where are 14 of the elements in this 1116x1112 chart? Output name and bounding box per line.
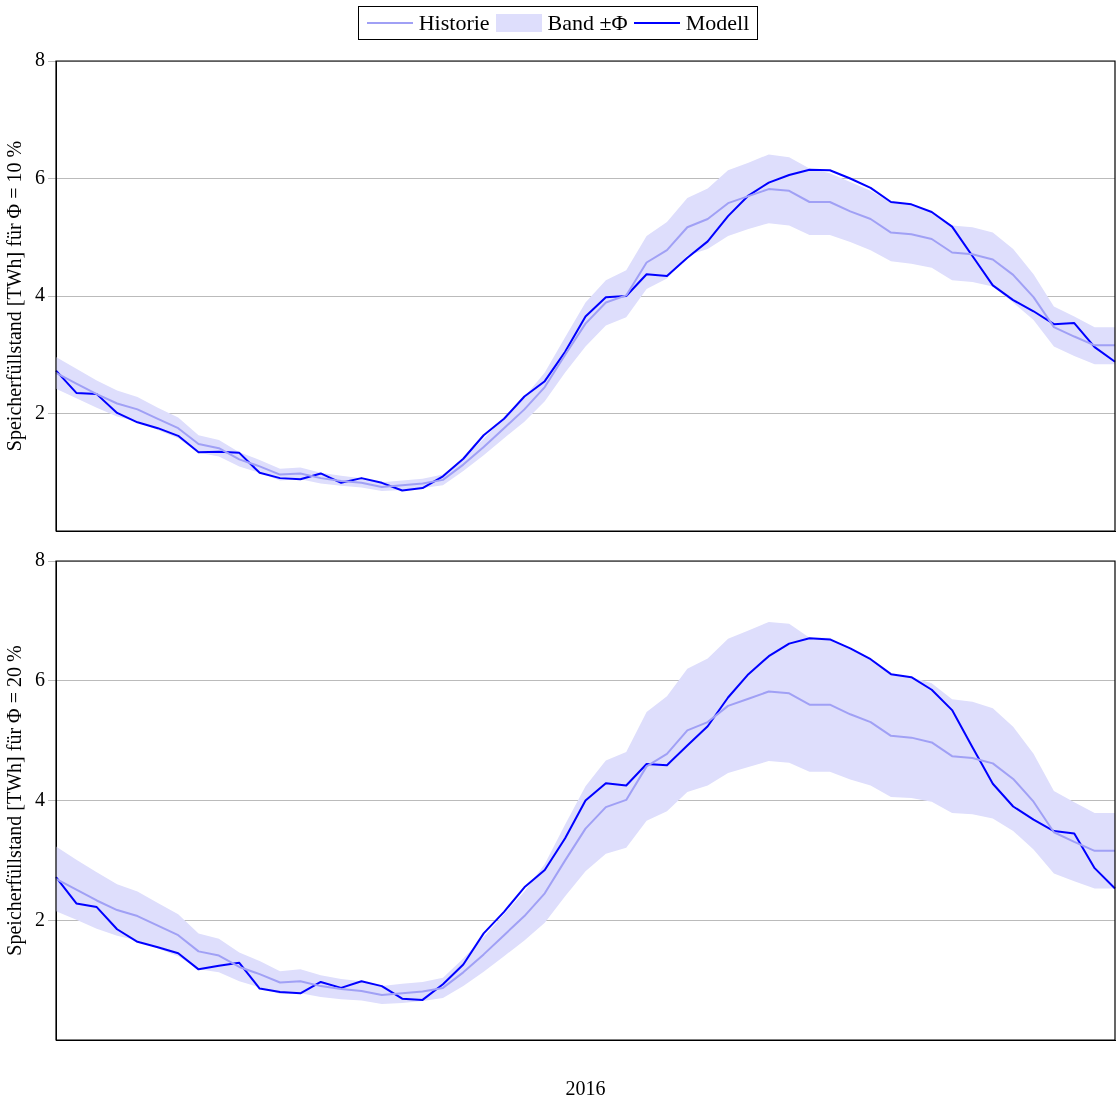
- y-tick-label: 6: [35, 165, 45, 188]
- y-tick-label: 4: [35, 787, 45, 810]
- y-tick-label: 8: [35, 48, 45, 71]
- y-tick-label: 2: [35, 400, 45, 423]
- y-tick-label: 8: [35, 548, 45, 571]
- legend-label: Modell: [685, 10, 750, 36]
- y-tick-label: 4: [35, 283, 45, 306]
- legend-label: Historie: [418, 10, 490, 36]
- y-tick-label: 6: [35, 668, 45, 690]
- y-axis-title: Speicherfüllstand [TWh] für Φ = 10 %: [3, 140, 27, 452]
- y-tick-label: 2: [35, 907, 45, 930]
- y-axis-title: Speicherfüllstand [TWh] für Φ = 20 %: [3, 645, 27, 956]
- legend-label: Band ±Φ: [547, 10, 628, 36]
- x-axis-title: 2016: [565, 1077, 606, 1100]
